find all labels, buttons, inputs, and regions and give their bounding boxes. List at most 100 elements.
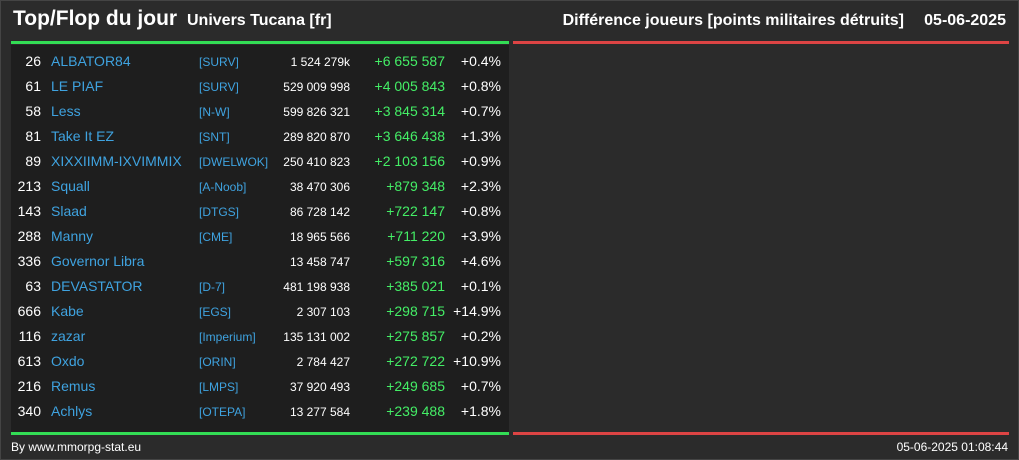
table-row: 288 Manny [CME] 18 965 566 +711 220 +3.9% xyxy=(11,223,509,248)
score-difference: +597 316 xyxy=(386,253,445,269)
player-name-link[interactable]: ALBATOR84 xyxy=(51,53,131,69)
flop-bar-upper xyxy=(513,41,1009,44)
page-title: Top/Flop du jour xyxy=(13,7,178,30)
player-rank: 666 xyxy=(17,303,41,319)
player-score: 250 410 823 xyxy=(283,155,350,169)
player-score: 13 458 747 xyxy=(289,255,350,269)
alliance-tag-link[interactable]: [Imperium] xyxy=(199,330,256,344)
alliance-tag-link[interactable]: [SURV] xyxy=(199,80,239,94)
score-difference: +3 845 314 xyxy=(374,103,445,119)
score-difference: +711 220 xyxy=(387,228,445,244)
alliance-tag-link[interactable]: [A-Noob] xyxy=(199,180,247,194)
player-name-link[interactable]: LE PIAF xyxy=(51,78,104,94)
alliance-tag-link[interactable]: [D-7] xyxy=(199,280,226,294)
alliance-tag-link[interactable]: [CME] xyxy=(199,230,233,244)
percent-change: +0.2% xyxy=(460,328,501,344)
top-panel: 26 ALBATOR84 [SURV] 1 524 279k +6 655 587 +0.… xyxy=(11,45,509,432)
player-name-link[interactable]: Kabe xyxy=(51,303,84,319)
generated-timestamp: 05-06-2025 01:08:44 xyxy=(896,440,1008,454)
player-name-link[interactable]: XIXXIIMM-IXVIMMIX xyxy=(51,153,182,169)
table-row: 63 DEVASTATOR [D-7] 481 198 938 +385 021 +0.1… xyxy=(11,273,509,298)
table-row: 613 Oxdo [ORIN] 2 784 427 +272 722 +10.9% xyxy=(11,348,509,373)
score-difference: +6 655 587 xyxy=(374,53,445,69)
percent-change: +0.7% xyxy=(460,378,501,394)
table-row: 213 Squall [A-Noob] 38 470 306 +879 348 +2.3% xyxy=(11,173,509,198)
alliance-tag-link[interactable]: [DTGS] xyxy=(199,205,240,219)
player-name-link[interactable]: DEVASTATOR xyxy=(51,278,143,294)
player-rank: 116 xyxy=(18,328,41,344)
percent-change: +1.3% xyxy=(460,128,501,144)
player-rank: 340 xyxy=(17,403,41,419)
player-rank: 213 xyxy=(17,178,41,194)
player-score: 18 965 566 xyxy=(289,230,350,244)
player-score: 289 820 870 xyxy=(283,130,350,144)
player-name-link[interactable]: Remus xyxy=(51,378,96,394)
player-score: 2 307 103 xyxy=(296,305,350,319)
percent-change: +14.9% xyxy=(453,303,501,319)
score-difference: +239 488 xyxy=(386,403,445,419)
alliance-tag-link[interactable]: [LMPS] xyxy=(199,380,239,394)
player-rank: 143 xyxy=(17,203,41,219)
score-difference: +879 348 xyxy=(386,178,445,194)
player-name-link[interactable]: Manny xyxy=(51,228,94,244)
universe-label: Univers Tucana [fr] xyxy=(187,12,332,29)
table-row: 81 Take It EZ [SNT] 289 820 870 +3 646 438 +1… xyxy=(11,123,509,148)
player-name-link[interactable]: Achlys xyxy=(51,403,93,419)
score-difference: +385 021 xyxy=(386,278,445,294)
percent-change: +0.7% xyxy=(460,103,501,119)
top-bar-lower xyxy=(11,432,509,435)
score-difference: +3 646 438 xyxy=(374,128,445,144)
alliance-tag-link[interactable]: [SNT] xyxy=(199,130,230,144)
percent-change: +0.9% xyxy=(460,153,501,169)
player-name-link[interactable]: Squall xyxy=(51,178,90,194)
alliance-tag-link[interactable]: [DWELWOK] xyxy=(199,155,269,169)
table-row: 116 zazar [Imperium] 135 131 002 +275 857 +0.… xyxy=(11,323,509,348)
top-bar-upper xyxy=(11,41,509,44)
score-difference: +298 715 xyxy=(386,303,445,319)
table-row: 61 LE PIAF [SURV] 529 009 998 +4 005 843 +0.8… xyxy=(11,73,509,98)
player-score: 599 826 321 xyxy=(283,105,350,119)
source-link[interactable]: By www.mmorpg-stat.eu xyxy=(11,440,142,454)
score-difference: +275 857 xyxy=(386,328,445,344)
player-rank: 89 xyxy=(25,153,41,169)
player-name-link[interactable]: Take It EZ xyxy=(51,128,115,144)
table-row: 89 XIXXIIMM-IXVIMMIX [DWELWOK] 250 410 823 +… xyxy=(11,148,509,173)
score-difference: +272 722 xyxy=(386,353,445,369)
player-rank: 81 xyxy=(25,128,41,144)
alliance-tag-link[interactable]: [EGS] xyxy=(199,305,232,319)
player-score: 13 277 584 xyxy=(289,405,350,419)
player-rank: 58 xyxy=(25,103,41,119)
player-name-link[interactable]: Less xyxy=(51,103,81,119)
table-row: 58 Less [N-W] 599 826 321 +3 845 314 +0.7% xyxy=(11,98,509,123)
player-rank: 26 xyxy=(25,53,41,69)
score-difference: +722 147 xyxy=(386,203,445,219)
table-row: 26 ALBATOR84 [SURV] 1 524 279k +6 655 587 +0.… xyxy=(11,48,509,73)
percent-change: +3.9% xyxy=(460,228,501,244)
percent-change: +1.8% xyxy=(460,403,501,419)
metric-label: Différence joueurs [points militaires dé… xyxy=(562,12,904,29)
alliance-tag-link[interactable]: [N-W] xyxy=(199,105,230,119)
flop-bar-lower xyxy=(513,432,1009,435)
percent-change: +0.1% xyxy=(460,278,501,294)
player-rank: 61 xyxy=(25,78,41,94)
percent-change: +2.3% xyxy=(460,178,501,194)
score-difference: +249 685 xyxy=(386,378,445,394)
player-rank: 288 xyxy=(17,228,41,244)
player-name-link[interactable]: Oxdo xyxy=(51,353,85,369)
player-name-link[interactable]: zazar xyxy=(51,328,86,344)
player-name-link[interactable]: Slaad xyxy=(51,203,87,219)
percent-change: +0.8% xyxy=(460,203,501,219)
flop-panel xyxy=(513,45,1009,432)
alliance-tag-link[interactable]: [OTEPA] xyxy=(199,405,246,419)
player-score: 1 524 279k xyxy=(290,55,350,69)
alliance-tag-link[interactable]: [ORIN] xyxy=(199,355,236,369)
score-difference: +4 005 843 xyxy=(374,78,445,94)
alliance-tag-link[interactable]: [SURV] xyxy=(199,55,239,69)
percent-change: +10.9% xyxy=(453,353,501,369)
player-score: 2 784 427 xyxy=(296,355,350,369)
player-rank: 216 xyxy=(17,378,41,394)
player-name-link[interactable]: Governor Libra xyxy=(51,253,145,269)
player-score: 481 198 938 xyxy=(283,280,350,294)
date-label: 05-06-2025 xyxy=(924,12,1006,29)
